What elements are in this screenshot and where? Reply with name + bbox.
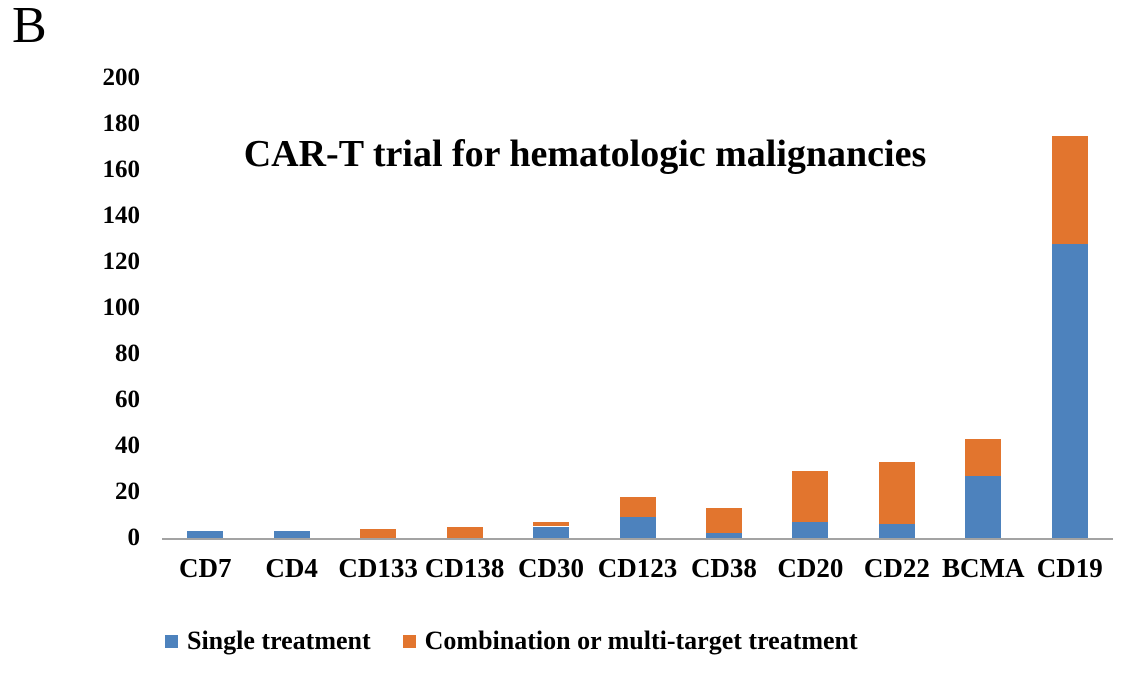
legend-label: Combination or multi-target treatment bbox=[424, 626, 858, 655]
y-tick-label-40: 40 bbox=[115, 432, 140, 459]
x-axis-line bbox=[162, 538, 1113, 540]
y-tick-label-80: 80 bbox=[115, 340, 140, 367]
y-tick-label-20: 20 bbox=[115, 478, 140, 505]
bar-segment-CD38-combination bbox=[705, 508, 742, 534]
legend-item-single: Single treatment bbox=[165, 626, 371, 656]
bar-segment-BCMA-single bbox=[965, 475, 1002, 538]
x-axis-label-CD138: CD138 bbox=[424, 553, 505, 583]
bar-segment-CD19-combination bbox=[1051, 135, 1088, 244]
legend-label: Single treatment bbox=[187, 626, 371, 655]
x-axis-label-CD123: CD123 bbox=[597, 553, 678, 583]
legend-marker-icon bbox=[165, 634, 178, 648]
x-axis-label-BCMA: BCMA bbox=[942, 553, 1025, 583]
bar-segment-CD30-combination bbox=[533, 521, 570, 527]
bar-segment-CD20-single bbox=[792, 521, 829, 538]
y-tick-label-0: 0 bbox=[127, 524, 141, 551]
bar-segment-CD22-combination bbox=[878, 462, 915, 525]
x-axis-label-CD19: CD19 bbox=[1036, 553, 1103, 583]
bar-segment-CD7-single bbox=[187, 531, 224, 538]
chart-title: CAR-T trial for hematologic malignancies bbox=[243, 133, 927, 175]
bar-segment-CD22-single bbox=[878, 524, 915, 538]
bar-segment-BCMA-combination bbox=[965, 439, 1002, 476]
bar-segment-CD20-combination bbox=[792, 471, 829, 522]
y-tick-label-160: 160 bbox=[102, 156, 141, 183]
bar-segment-CD38-single bbox=[705, 533, 742, 538]
x-axis-label-CD30: CD30 bbox=[518, 553, 585, 583]
bar-segment-CD138-combination bbox=[446, 526, 483, 538]
x-axis-label-CD22: CD22 bbox=[863, 553, 930, 583]
bar-segment-CD4-single bbox=[273, 531, 310, 538]
y-tick-label-180: 180 bbox=[102, 110, 141, 137]
x-axis-label-CD4: CD4 bbox=[265, 553, 318, 583]
legend-marker-icon bbox=[402, 634, 416, 648]
bar-segment-CD30-single bbox=[533, 526, 570, 538]
x-axis-label-CD133: CD133 bbox=[338, 553, 418, 583]
bar-segment-CD19-single bbox=[1051, 243, 1088, 538]
x-axis-label-CD38: CD38 bbox=[690, 553, 757, 583]
y-tick-label-140: 140 bbox=[102, 202, 141, 229]
bar-segment-CD133-combination bbox=[360, 528, 397, 538]
legend: Single treatment Combination or multi-tar… bbox=[165, 626, 858, 656]
y-tick-label-120: 120 bbox=[102, 248, 141, 275]
y-tick-label-100: 100 bbox=[102, 294, 141, 321]
y-tick-label-60: 60 bbox=[115, 386, 140, 413]
y-tick-label-200: 200 bbox=[102, 64, 141, 91]
bar-segment-CD123-combination bbox=[619, 496, 656, 518]
x-axis-label-CD7: CD7 bbox=[178, 553, 232, 583]
bar-segment-CD123-single bbox=[619, 517, 656, 538]
panel-label: B bbox=[12, 0, 47, 54]
x-axis-label-CD20: CD20 bbox=[777, 553, 844, 583]
legend-item-combination: Combination or multi-target treatment bbox=[402, 626, 858, 656]
